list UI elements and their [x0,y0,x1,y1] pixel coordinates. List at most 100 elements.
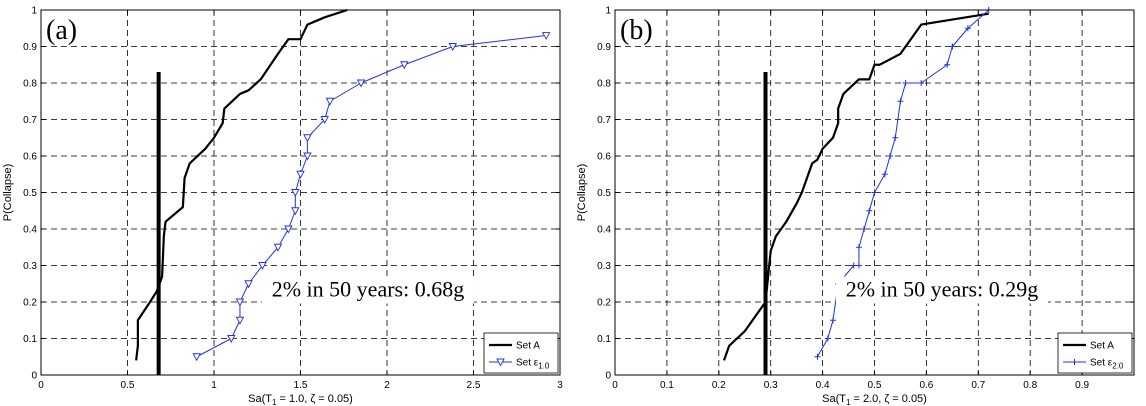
y-tick-label: 0.8 [597,79,611,90]
y-tick-label: 0.9 [23,42,37,53]
data-point [291,207,300,216]
x-tick-label: 0.5 [868,380,882,391]
data-point [824,335,831,342]
panel-label: (a) [46,15,77,46]
legend: Set A Set ε2.0 [1057,332,1133,374]
x-axis-label-subscript: 1 [846,398,851,406]
y-tick-label: 0.7 [597,115,611,126]
legend-box [1057,332,1133,374]
data-point [918,80,925,86]
data-point [897,98,904,105]
data-point [356,79,366,88]
y-tick-label: 1 [605,6,611,17]
data-point [814,353,821,360]
data-point [861,226,868,232]
data-point [325,97,335,106]
series-line-set-a [135,8,348,361]
x-tick-label: 2 [384,380,390,391]
panel-label-bg [43,12,83,44]
chart-panel-a: 0 0.5 1 1.5 2 2.5 3 0 0.1 0.2 0.3 0.4 0.5 0.6 0.7 0.8 0.… [2,6,563,406]
x-tick-label: 0.7 [971,380,985,391]
y-tick-label: 0.9 [597,42,611,53]
annotation-text: 2% in 50 years: 0.29g [846,277,1038,302]
data-point [320,116,329,124]
x-tick-label: 0.1 [660,380,674,391]
data-point [964,25,971,32]
data-point [235,316,245,325]
x-axis-label: Sa(T1 = 2.0, ζ = 0.05) [822,393,927,406]
data-point [855,262,862,269]
y-tick-label: 0.2 [23,298,37,309]
data-point [227,335,236,343]
data-point [871,189,878,196]
x-tick-label: 0.3 [764,380,778,391]
axes-frame [614,9,1135,376]
data-point [303,152,312,161]
panel-label-bg [617,12,657,44]
y-axis-label: P(Collapse) [2,164,14,221]
annotation-text: 2% in 50 years: 0.68g [272,277,464,302]
x-tick-label: 2.5 [467,380,481,391]
data-point [284,225,293,234]
data-point [541,32,551,40]
data-point [291,189,300,197]
x-tick-label: 1 [211,380,217,391]
y-tick-label: 0.6 [597,152,611,163]
legend-box [483,332,559,374]
data-point [850,262,857,269]
legend-marker [1071,359,1078,365]
x-axis-label-rest: = 2.0, ζ = 0.05) [850,393,926,405]
x-tick-label: 0 [612,380,618,391]
y-tick-label: 0.8 [23,79,37,90]
y-tick-label: 0.6 [23,152,37,163]
data-point [448,43,457,51]
legend-label-subscript: 2.0 [1112,362,1124,371]
y-tick-label: 0.7 [23,115,37,126]
data-point [855,244,862,251]
y-axis-label: P(Collapse) [576,164,588,221]
annotation-bg [261,276,474,304]
data-point [192,353,201,362]
y-tick-label: 1 [31,6,37,17]
y-tick-label: 0.3 [23,261,37,272]
legend-label: Set A [1090,341,1114,352]
x-tick-label: 3 [557,380,563,391]
y-tick-label: 0 [605,371,611,382]
annotation-bg [835,276,1048,304]
x-axis-label-subscript: 1 [272,398,277,406]
data-point [829,317,836,324]
axes-frame [40,9,561,376]
y-tick-label: 0.4 [23,225,37,236]
data-point [892,134,899,141]
y-tick-label: 0.3 [597,261,611,272]
y-tick-label: 0.5 [597,188,611,199]
data-point [273,243,283,252]
y-tick-label: 0.2 [597,298,611,309]
y-tick-label: 0 [31,371,37,382]
panel-label: (b) [620,15,653,46]
legend-label: Set ε1.0 [516,358,550,371]
x-axis-label-rest: = 1.0, ζ = 0.05) [276,393,352,405]
x-tick-label: 0.6 [919,380,933,391]
x-axis-label: Sa(T1 = 1.0, ζ = 0.05) [248,393,353,406]
data-point [235,298,245,307]
data-point [400,61,409,70]
data-point [296,170,305,179]
legend: Set A Set ε1.0 [483,332,559,374]
data-point [881,171,888,178]
legend-label: Set ε2.0 [1090,358,1124,371]
x-tick-label: 0.4 [816,380,830,391]
legend-marker [496,358,505,367]
y-tick-label: 0.1 [597,334,611,345]
x-tick-label: 0 [38,380,44,391]
x-tick-label: 0.8 [1023,380,1037,391]
y-tick-label: 0.1 [23,334,37,345]
legend-label: Set A [516,341,540,352]
data-point [887,153,894,159]
series-line-set-a [722,12,989,361]
data-point [902,80,909,86]
data-point [866,207,873,214]
y-tick-label: 0.4 [597,225,611,236]
data-point [303,134,312,143]
